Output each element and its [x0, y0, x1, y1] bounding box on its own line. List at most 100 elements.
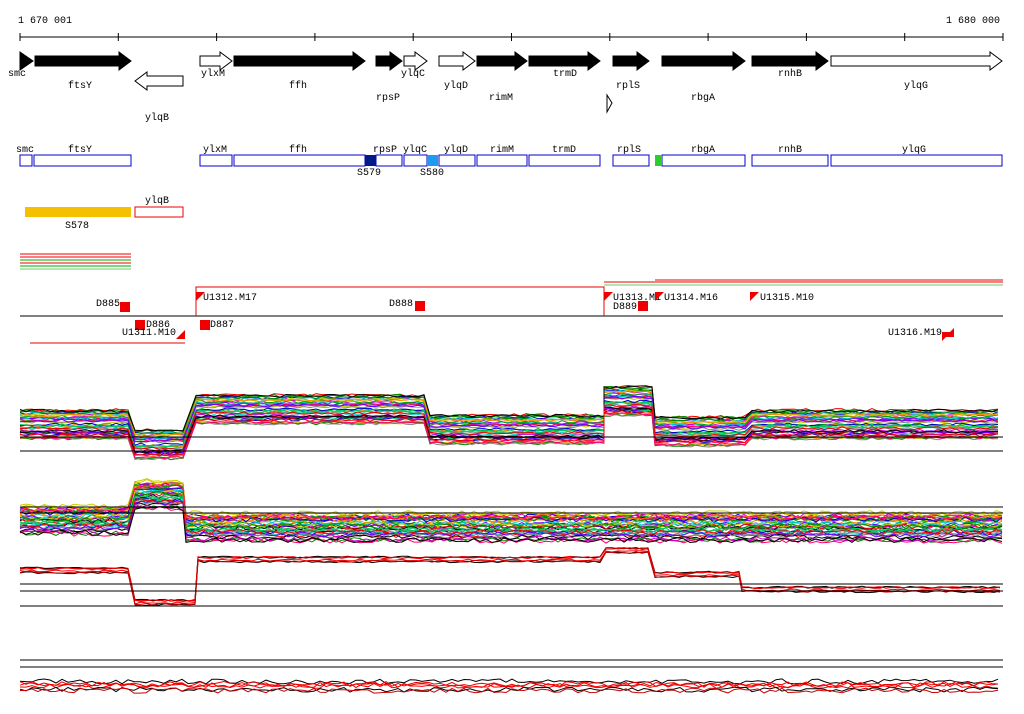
annotation-box	[438, 154, 476, 167]
ruler-end: 1 680 000	[946, 16, 1000, 27]
annotation-box	[375, 154, 403, 167]
annotation-label: rpsP	[373, 145, 397, 156]
profile-line	[19, 547, 1001, 602]
gene-label: ylqB	[145, 112, 169, 124]
annotation-label: ylqD	[444, 144, 468, 156]
profile-line	[19, 498, 1003, 536]
profile-line	[19, 395, 999, 443]
profile-line	[19, 551, 1001, 606]
annotation-label: ffh	[289, 144, 307, 156]
seg-label: U1312.M17	[203, 293, 257, 304]
annotation-box	[612, 154, 650, 167]
profile-line	[19, 392, 999, 439]
gene-arrow	[134, 71, 184, 91]
annotation-box	[33, 154, 132, 167]
marker-box	[427, 155, 438, 166]
gene-label: ylxM	[201, 68, 225, 80]
annotation-label: rbgA	[691, 144, 715, 156]
gene-label: ftsY	[68, 80, 92, 92]
seg-flag	[196, 292, 205, 301]
seg-marker	[415, 301, 425, 311]
profile-line	[19, 483, 1003, 521]
gene-arrow	[199, 51, 233, 71]
annotation-label: ftsY	[68, 144, 92, 156]
gene-label: smc	[8, 69, 26, 80]
gene-arrow	[476, 51, 528, 71]
gene-label: ylqG	[904, 80, 928, 92]
ylqB-label: ylqB	[145, 195, 169, 207]
annotation-box	[199, 154, 233, 167]
annotation-label: trmD	[552, 145, 576, 156]
seg-flag	[945, 328, 954, 337]
profile-line	[19, 410, 999, 457]
ylqB-box	[134, 206, 184, 218]
s578-label: S578	[65, 221, 89, 232]
gene-arrow	[528, 51, 601, 71]
seg-label: U1311.M10	[122, 328, 176, 339]
annotation-label: rimM	[490, 144, 514, 156]
profile-line	[19, 680, 999, 688]
annotation-label: ylqC	[403, 144, 427, 156]
annotation-box	[19, 154, 33, 167]
annotation-label: smc	[16, 145, 34, 156]
gene-arrow	[830, 51, 1003, 71]
profile-line	[19, 394, 999, 443]
marker-label: S580	[420, 168, 444, 179]
profile-line	[19, 546, 1001, 602]
seg-marker	[200, 320, 210, 330]
profile-line	[19, 387, 999, 435]
gene-label: ylqC	[401, 68, 425, 80]
seg-label: D886	[146, 320, 170, 331]
profile-line	[19, 506, 1003, 544]
profile-line	[19, 385, 999, 432]
seg-label: D885	[96, 299, 120, 310]
annotation-box	[830, 154, 1003, 167]
annotation-box	[403, 154, 428, 167]
gene-label: ylqD	[444, 80, 468, 92]
marker-label: S579	[357, 168, 381, 179]
annotation-label: ylqG	[902, 144, 926, 156]
gene-arrow	[438, 51, 476, 71]
profile-line	[19, 403, 999, 451]
gene-label: rnhB	[778, 68, 802, 80]
gene-arrow	[375, 51, 403, 71]
profile-line	[19, 401, 999, 448]
annotation-box	[233, 154, 366, 167]
small-arrow	[606, 93, 613, 114]
annotation-label: ylxM	[203, 144, 227, 156]
seg-marker	[135, 320, 145, 330]
seg-marker	[120, 302, 130, 312]
gene-label: rbgA	[691, 92, 715, 104]
seg-flag	[176, 330, 185, 339]
marker-box	[655, 155, 662, 166]
ruler-start: 1 670 001	[18, 16, 72, 27]
seg-label: D888	[389, 299, 413, 310]
seg-flag	[604, 292, 613, 301]
profile-line	[19, 412, 999, 460]
seg-label: D889	[613, 302, 637, 313]
seg-label: U1315.M10	[760, 293, 814, 304]
gene-arrow	[751, 51, 829, 71]
annotation-box	[476, 154, 528, 167]
seg-label: U1314.M16	[664, 293, 718, 304]
gene-arrow	[612, 51, 650, 71]
gene-arrow	[19, 51, 34, 71]
annotation-box	[661, 154, 746, 167]
annotation-box	[528, 154, 601, 167]
seg-marker	[638, 301, 648, 311]
seg-line	[195, 286, 605, 316]
annotation-label: rnhB	[778, 144, 802, 156]
profile-line	[19, 390, 999, 437]
marker-box	[365, 155, 376, 166]
gene-arrow	[233, 51, 366, 71]
seg-label: U1316.M19	[888, 328, 942, 339]
seg-label: U1313.M1	[613, 293, 661, 304]
profile-line	[19, 678, 999, 685]
profile-line	[19, 547, 1001, 603]
browser-content: 1 670 001 1 680 000	[18, 16, 1003, 38]
s578-box	[25, 207, 131, 217]
profile-line	[19, 550, 1001, 605]
gene-label: rpsP	[376, 93, 400, 104]
annotation-label: rplS	[617, 144, 641, 156]
